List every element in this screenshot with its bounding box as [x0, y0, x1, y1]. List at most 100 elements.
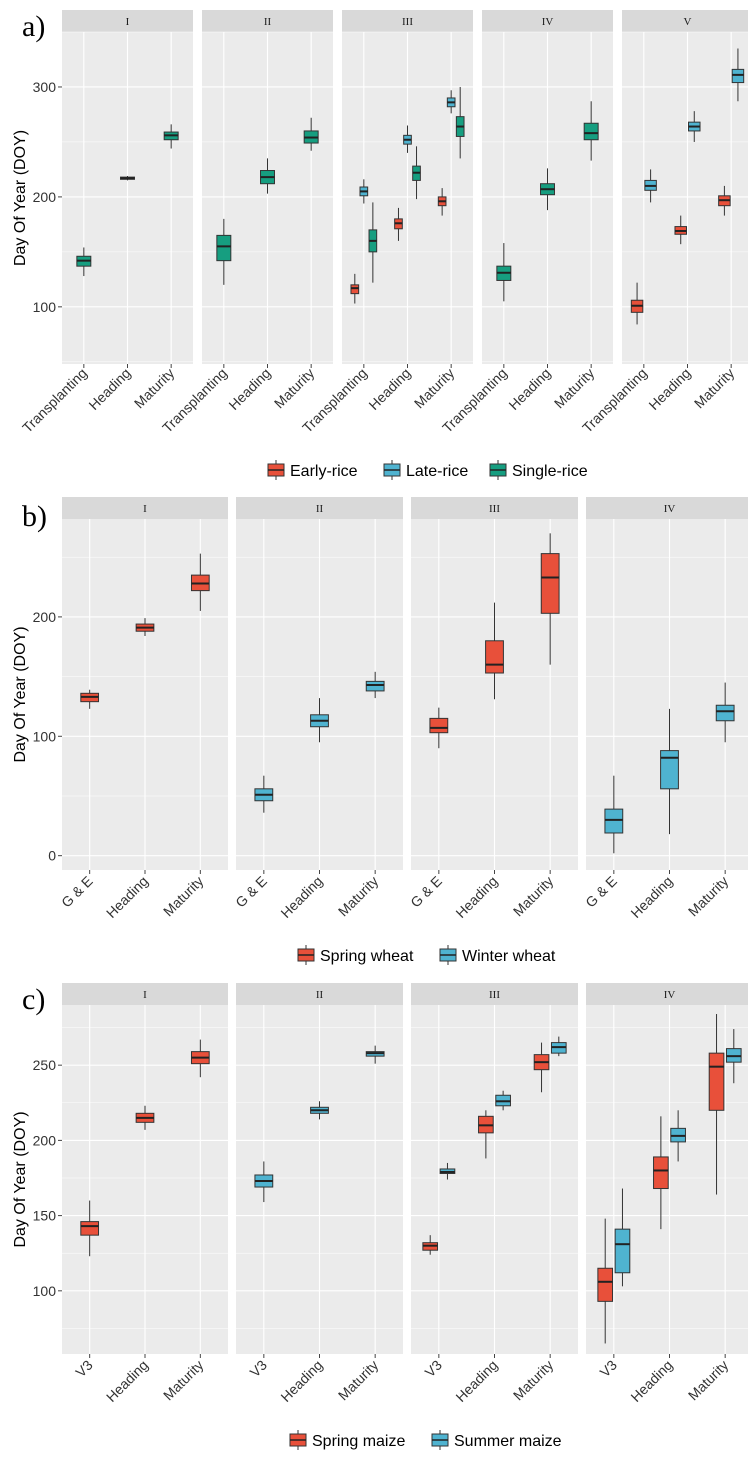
box-early-rice — [718, 185, 731, 216]
y-axis-title: Day Of Year (DOY) — [12, 130, 29, 266]
x-tick-label: Heading — [225, 365, 273, 413]
x-tick-label: Heading — [277, 1357, 325, 1405]
box-spring-wheat — [540, 533, 560, 665]
facet-IV: IV G & E Heading Maturity — [582, 497, 748, 921]
x-tick-label: Maturity — [335, 1357, 382, 1404]
box-early-rice — [674, 215, 687, 245]
facet-strip — [62, 10, 193, 32]
box-early-rice — [630, 282, 644, 325]
x-tick-label: V3 — [597, 1357, 621, 1381]
x-tick-label: V3 — [422, 1357, 446, 1381]
box-late-rice — [446, 90, 456, 114]
x-tick-label: Heading — [365, 365, 413, 413]
box-summer-maize — [254, 1161, 274, 1203]
legend-label: Summer maize — [454, 1433, 562, 1450]
x-tick-label: Heading — [103, 873, 151, 921]
legend-label: Spring maize — [312, 1433, 405, 1450]
y-tick-label: 100 — [33, 1283, 57, 1299]
x-tick-label: Maturity — [691, 365, 738, 412]
box-single-rice — [540, 168, 555, 211]
x-tick-label: Maturity — [131, 365, 178, 412]
box-summer-maize — [670, 1110, 686, 1162]
x-tick-label: Heading — [627, 1357, 675, 1405]
panel-label: b) — [22, 500, 47, 533]
box-spring-maize — [478, 1110, 494, 1159]
facet-strip-label: III — [489, 989, 500, 1001]
box-winter-wheat — [715, 682, 735, 743]
facet-strip — [236, 497, 403, 519]
legend-item: Spring maize — [289, 1430, 405, 1450]
facet-strip — [586, 497, 748, 519]
facet-strip — [482, 10, 613, 32]
x-tick-label: Maturity — [510, 1357, 557, 1404]
facet-II: II G & E Heading Maturity — [232, 497, 403, 921]
facet-strip — [622, 10, 748, 32]
box-spring-maize — [422, 1235, 439, 1255]
facet-strip-label: II — [316, 503, 324, 515]
box-single-rice — [303, 117, 319, 151]
box-iqr — [365, 680, 385, 692]
facet-strip — [586, 983, 748, 1005]
x-tick-label: Heading — [505, 365, 553, 413]
x-tick-label: Transplanting — [19, 365, 90, 436]
box-summer-maize — [310, 1101, 329, 1120]
panel-label: c) — [22, 983, 45, 1016]
y-tick-label: 200 — [33, 609, 57, 625]
facet-strip-label: I — [143, 503, 147, 515]
y-tick-label: 0 — [48, 848, 56, 864]
box-winter-wheat — [254, 775, 274, 813]
box-iqr — [80, 1221, 100, 1236]
box-summer-maize — [365, 1045, 385, 1064]
box-single-rice — [455, 86, 465, 159]
x-tick-label: Maturity — [335, 873, 382, 920]
panel-a: a) Day Of Year (DOY) 100 200 300 I Transplanti… — [12, 10, 748, 480]
facet-III: III G & E Heading Maturity — [407, 497, 578, 921]
box-summer-maize — [550, 1036, 567, 1057]
y-tick-label: 100 — [33, 728, 57, 744]
y-tick-label: 300 — [33, 79, 57, 95]
box-spring-maize — [653, 1116, 669, 1230]
box-spring-maize — [135, 1105, 155, 1130]
box-single-rice — [496, 243, 512, 302]
box-winter-wheat — [310, 698, 329, 743]
x-tick-label: V3 — [72, 1357, 96, 1381]
x-tick-label: Heading — [452, 1357, 500, 1405]
box-iqr — [350, 284, 360, 295]
x-tick-label: Maturity — [160, 873, 207, 920]
legend-item: Spring wheat — [297, 945, 414, 965]
box-single-rice — [368, 202, 378, 283]
box-late-rice — [644, 169, 657, 203]
box-spring-wheat — [80, 689, 100, 709]
y-tick-label: 200 — [33, 1132, 57, 1148]
facet-IV: IV V3 Heading Maturity — [586, 983, 748, 1405]
box-spring-maize — [80, 1200, 100, 1257]
legend-label: Winter wheat — [462, 948, 556, 965]
box-early-rice — [437, 188, 447, 216]
x-tick-label: Maturity — [160, 1357, 207, 1404]
legend-label: Spring wheat — [320, 948, 414, 965]
x-tick-label: Maturity — [271, 365, 318, 412]
box-early-rice — [394, 207, 403, 241]
facet-strip — [411, 983, 578, 1005]
x-tick-label: V3 — [247, 1357, 271, 1381]
box-late-rice — [731, 48, 745, 102]
legend-item: Early-rice — [267, 460, 358, 480]
x-tick-label: Maturity — [510, 873, 557, 920]
box-winter-wheat — [660, 708, 679, 835]
box-iqr — [429, 717, 449, 734]
y-tick-label: 250 — [33, 1057, 57, 1073]
facet-strip-label: III — [489, 503, 500, 515]
facet-strip — [62, 983, 228, 1005]
facet-I: I G & E Heading Maturity — [58, 497, 228, 921]
box-late-rice — [359, 179, 369, 204]
facet-strip-label: V — [684, 16, 692, 28]
facet-I: I V3 Heading Maturity — [62, 983, 228, 1405]
facet-strip-label: II — [264, 16, 272, 28]
box-spring-maize — [597, 1218, 614, 1344]
y-tick-label: 200 — [33, 189, 57, 205]
box-spring-wheat — [429, 707, 449, 749]
y-axis-title: Day Of Year (DOY) — [12, 1111, 29, 1247]
